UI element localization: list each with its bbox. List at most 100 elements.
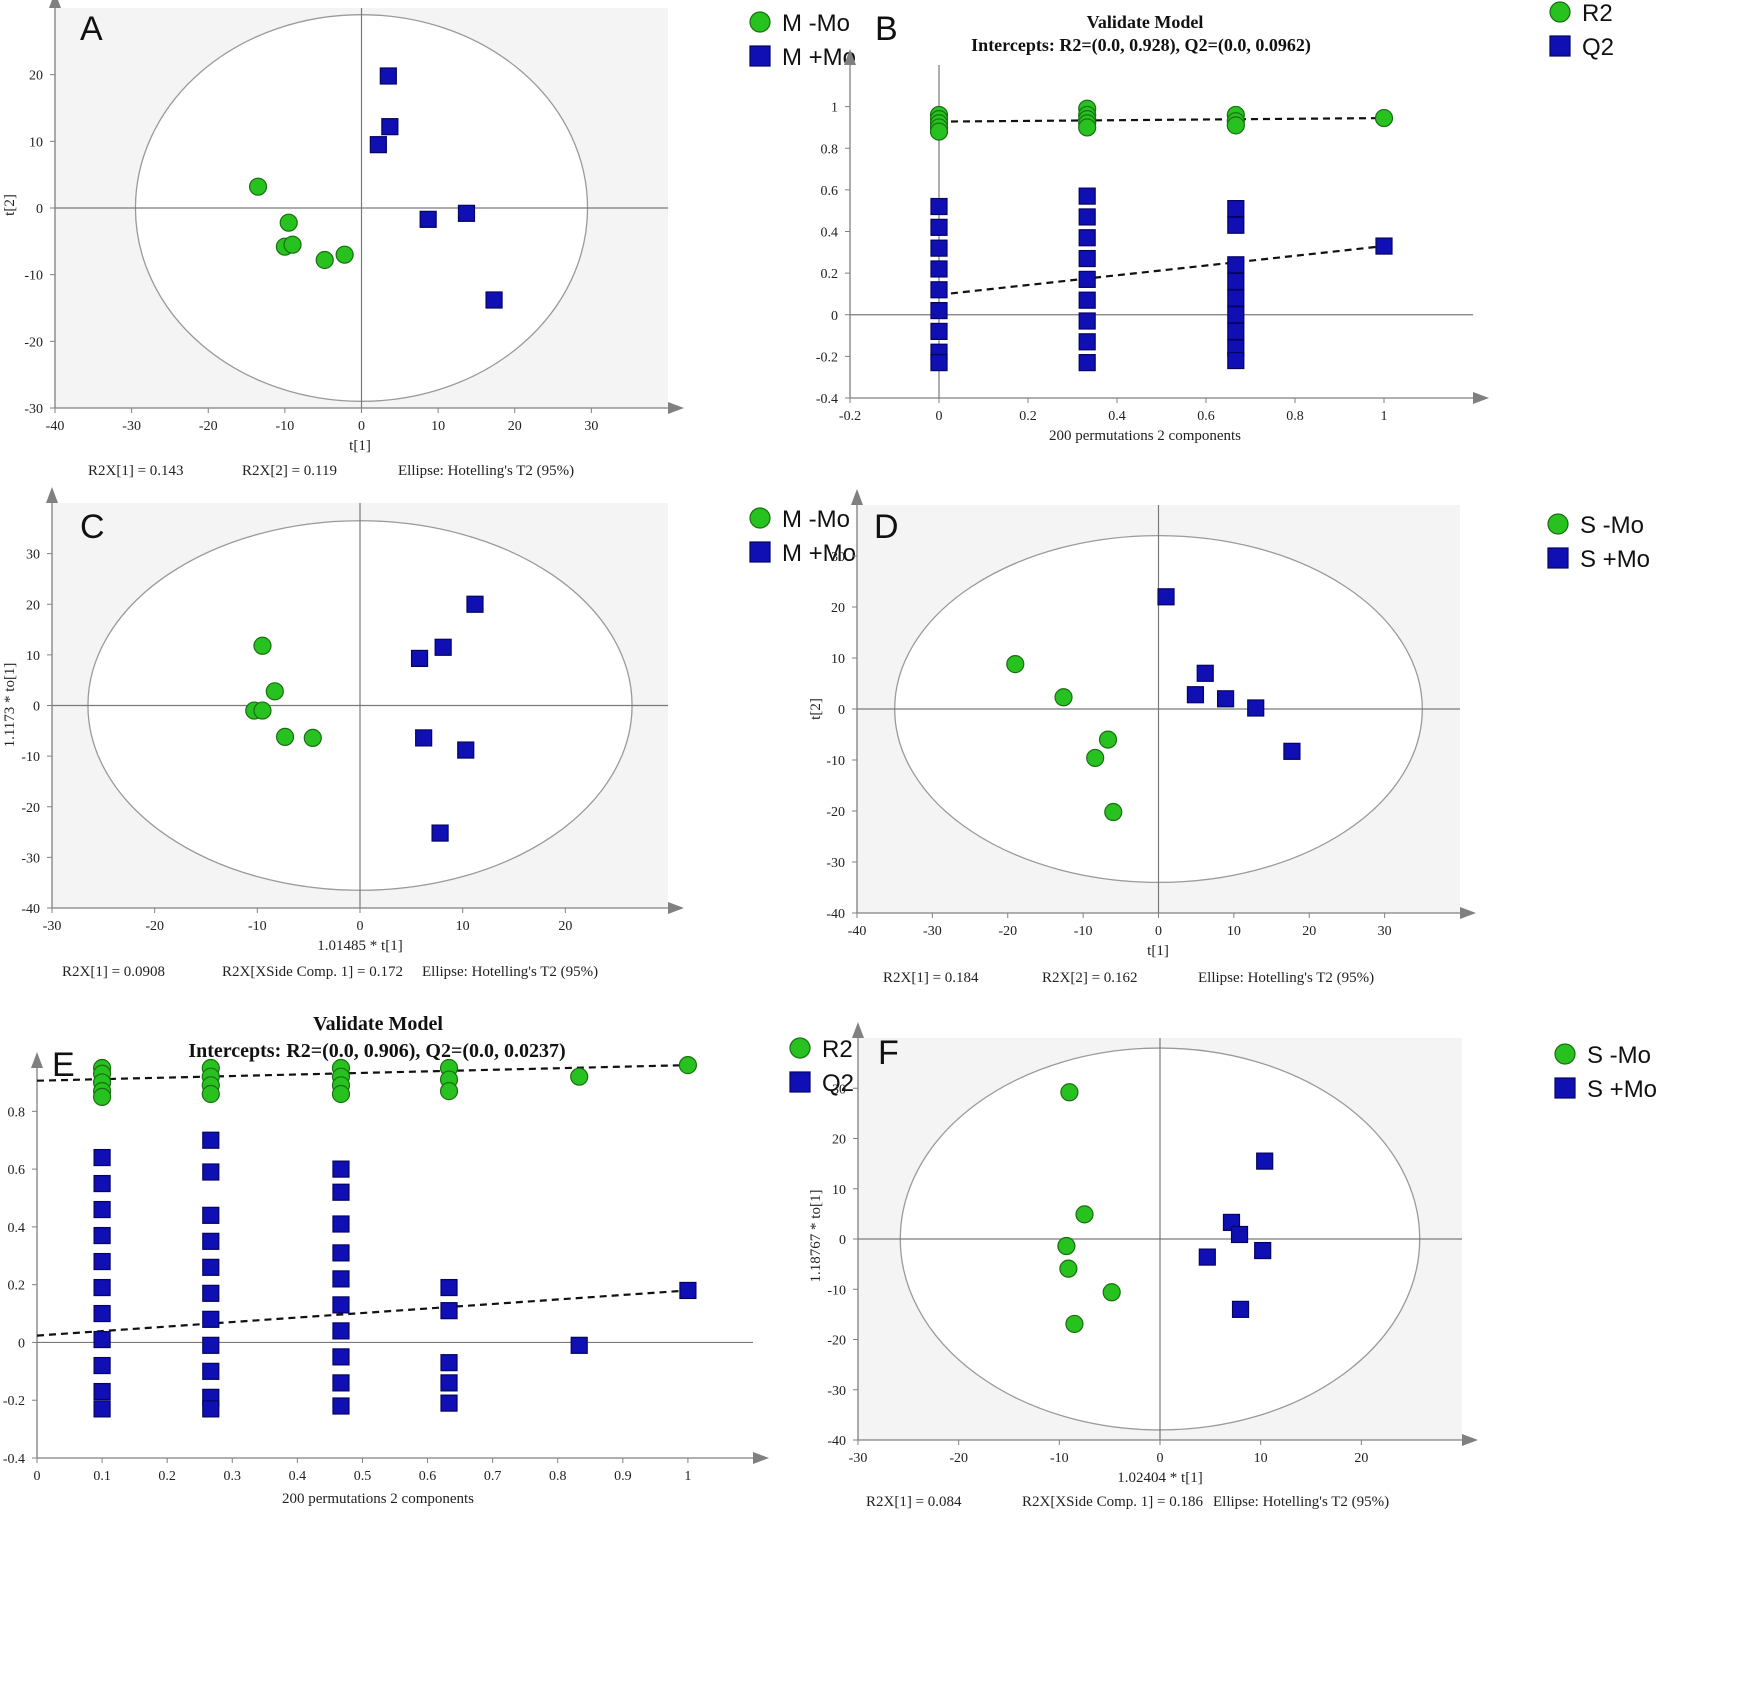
panel-letter: D [874,508,899,546]
data-point-square [93,1226,111,1245]
y-axis-arrow [49,0,61,8]
y-tick-label: 0.4 [8,1221,26,1236]
data-point-square [93,1356,111,1375]
data-point-square [570,1336,588,1354]
data-point-square [1078,312,1096,330]
data-point-square [1256,1152,1274,1170]
x-tick-label: 0 [936,409,943,424]
x-tick-label: 20 [558,919,572,934]
data-point-square [93,1382,111,1401]
data-point-square [930,197,948,216]
y-tick-label: -40 [826,907,845,922]
legend-square-marker [1549,35,1571,57]
x-tick-label: -0.2 [839,409,861,424]
data-point-circle [678,1056,698,1075]
x-axis-arrow [753,1452,769,1464]
x-tick-label: 0 [357,919,364,934]
data-point-square [410,649,429,668]
data-point-circle [92,1087,112,1106]
data-point-square [1227,322,1245,340]
data-point-circle [331,1084,351,1104]
data-point-circle [1006,655,1025,674]
panel-letter: F [878,1034,899,1072]
y-tick-label: 20 [26,598,40,613]
data-point-square [1227,289,1245,307]
x-tick-label: 0.6 [1197,409,1215,424]
legend-circle-marker [749,507,771,529]
data-point-square [1230,1225,1249,1244]
footer-stat: Ellipse: Hotelling's T2 (95%) [398,463,574,479]
y-tick-label: 10 [29,135,43,150]
x-axis-label: 200 permutations 2 components [1049,428,1241,444]
data-point-square [1227,272,1245,291]
y-axis-label: t[2] [808,698,824,720]
panel-letter: C [80,508,105,546]
legend-circle-marker [749,11,771,33]
data-point-square [1078,208,1096,226]
y-tick-label: -20 [21,801,40,816]
legend-label: M +Mo [782,540,856,567]
y-axis-label: 1.1173 * to[1] [2,663,18,748]
x-axis-label: t[1] [349,438,371,454]
data-point-square [679,1281,697,1300]
y-tick-label: -20 [826,805,845,820]
legend-label: S -Mo [1580,512,1644,539]
y-tick-label: -0.2 [3,1394,25,1409]
data-point-circle [279,213,298,232]
data-point-square [440,1354,458,1372]
x-axis-label: t[1] [1147,943,1169,959]
data-point-circle [1078,118,1097,137]
x-tick-label: 0 [1155,924,1162,939]
data-point-circle [1065,1314,1084,1334]
data-point-square [1078,354,1096,372]
legend-label: R2 [822,1036,853,1063]
x-tick-label: 0.8 [549,1469,567,1484]
y-tick-label: 30 [831,550,845,565]
data-point-square [332,1348,350,1366]
x-tick-label: -20 [199,419,218,434]
y-tick-label: -10 [24,269,43,284]
data-point-square [379,67,397,85]
x-tick-label: 0.1 [93,1469,111,1484]
panel-letter: A [80,10,103,48]
data-point-square [1078,270,1096,288]
data-point-circle [253,636,272,655]
y-tick-label: -10 [827,1283,846,1298]
panel-b-validate-model: -0.2 0 0.2 0.4 0.6 0.8 1-0.4-0.200.20.40.60.81… [816,0,1614,444]
y-tick-label: 1 [831,101,838,116]
y-tick-label: -0.4 [816,392,838,407]
x-tick-label: -10 [1050,1451,1069,1466]
data-point-square [431,824,449,842]
data-point-square [1283,742,1301,760]
panel-d-scores-plot: -40 -30 -20 -10 0 10 20 30 -40 -30 -20 -10 0 10 20 30 D S… [808,489,1650,986]
data-point-circle [315,250,334,270]
legend-square-marker [1554,1077,1576,1099]
data-point-circle [201,1084,220,1104]
data-point-square [202,1163,220,1181]
data-point-square [202,1284,220,1302]
data-point-circle [1054,688,1073,707]
trendline-q2 [36,1289,688,1337]
data-point-square [93,1330,111,1349]
y-tick-label: 10 [26,649,40,664]
y-tick-label: -40 [21,902,40,917]
data-point-circle [1374,108,1394,128]
data-point-square [440,1302,458,1320]
x-tick-label: 0.5 [354,1469,372,1484]
data-point-circle [1226,116,1245,135]
data-point-square [369,136,387,154]
legend-label: S -Mo [1587,1042,1651,1069]
data-point-square [1227,216,1245,234]
data-point-square [1186,686,1205,704]
data-point-square [1157,588,1175,606]
x-tick-label: 20 [508,419,522,434]
data-point-square [93,1278,111,1297]
data-point-circle [303,728,322,748]
y-tick-label: -30 [21,851,40,866]
y-tick-label: 0.6 [821,184,839,199]
data-point-square [1078,291,1096,309]
legend-label: S +Mo [1587,1076,1657,1103]
data-point-square [332,1244,350,1262]
data-point-circle [439,1082,459,1101]
